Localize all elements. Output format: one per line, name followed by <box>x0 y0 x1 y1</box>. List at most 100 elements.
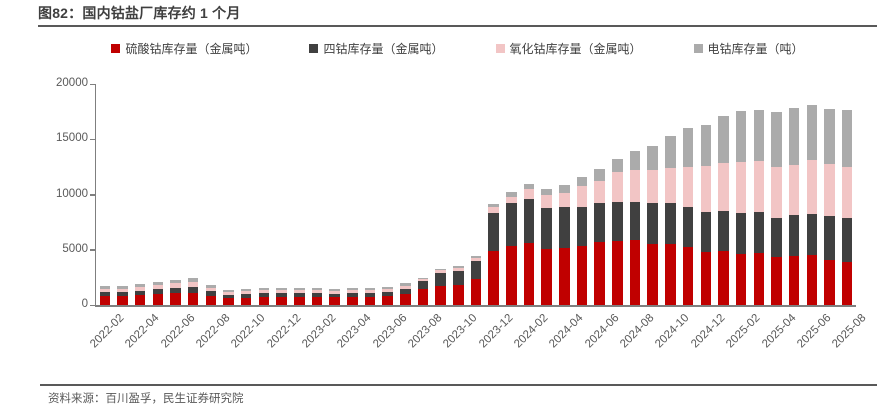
bar-segment-series3 <box>435 268 446 271</box>
bar-segment-series1 <box>134 290 146 296</box>
bar-segment-series0 <box>841 262 853 305</box>
bar-segment-series3 <box>735 111 747 162</box>
bar-segment-series2 <box>400 285 411 289</box>
bar-2022-06 <box>170 280 181 305</box>
bar-segment-series3 <box>700 125 712 166</box>
bar-segment-series1 <box>364 293 376 297</box>
bar-segment-series1 <box>417 281 429 290</box>
bar-segment-series2 <box>258 289 270 293</box>
bar-segment-series3 <box>187 278 199 282</box>
bar-segment-series0 <box>347 296 358 305</box>
x-axis-tick-label: 2022-02 <box>87 312 127 351</box>
bar-2023-12 <box>488 203 499 305</box>
bar-2022-03 <box>117 286 128 305</box>
legend-swatch-sulfate <box>111 44 121 53</box>
x-axis-tick-label: 2022-06 <box>158 312 197 351</box>
bar-2024-10 <box>665 136 676 305</box>
bar-segment-series3 <box>806 104 818 161</box>
legend-item-tetroxide: 四钴库存量（金属吨） <box>309 40 444 57</box>
bar-2025-06 <box>806 104 818 305</box>
bar-segment-series0 <box>788 256 800 305</box>
y-axis-tick-mark <box>90 304 95 306</box>
plot-area <box>95 84 856 307</box>
bar-segment-series3 <box>682 127 694 167</box>
bar-segment-series0 <box>417 289 429 305</box>
bar-segment-series1 <box>771 217 782 258</box>
y-axis-tick-label: 20000 <box>56 77 88 89</box>
bar-segment-series3 <box>311 287 323 290</box>
y-axis-tick-mark <box>90 138 95 141</box>
bar-2025-04 <box>771 111 782 305</box>
bar-segment-series2 <box>700 165 712 213</box>
bar-segment-series2 <box>576 186 588 207</box>
bar-segment-series3 <box>347 288 358 291</box>
bar-segment-series3 <box>488 203 499 208</box>
x-axis-tick-label: 2022-10 <box>229 312 268 351</box>
legend-label-tetroxide: 四钴库存量（金属吨） <box>323 42 444 56</box>
bar-segment-series0 <box>806 255 818 305</box>
bar-segment-series2 <box>311 289 323 294</box>
x-axis-tick-label: 2023-06 <box>370 312 410 351</box>
bar-segment-series0 <box>735 254 747 305</box>
bar-segment-series0 <box>682 247 694 305</box>
bar-segment-series1 <box>400 288 411 294</box>
bar-segment-series2 <box>771 167 782 218</box>
bar-segment-series0 <box>665 244 676 305</box>
y-axis-tick-mark <box>90 249 95 251</box>
bar-segment-series2 <box>117 289 128 293</box>
bar-segment-series0 <box>506 246 517 305</box>
bar-segment-series1 <box>240 294 252 298</box>
bar-segment-series3 <box>718 116 729 164</box>
bar-2024-05 <box>576 176 588 305</box>
bar-segment-series1 <box>700 212 712 253</box>
legend-label-sulfate: 硫酸钴库存量（金属吨） <box>125 42 258 56</box>
bar-segment-series3 <box>240 289 252 292</box>
legend-item-oxide: 氧化钴库存量（金属吨） <box>495 40 642 57</box>
bar-segment-series3 <box>665 136 676 169</box>
y-axis-tick-mark <box>90 194 95 196</box>
bar-segment-series0 <box>205 295 217 305</box>
bar-2024-01 <box>506 191 517 305</box>
bar-segment-series2 <box>506 196 517 204</box>
bar-segment-series2 <box>435 270 446 273</box>
bar-segment-series0 <box>629 240 641 305</box>
bar-segment-series0 <box>771 257 782 305</box>
bar-2024-08 <box>629 151 641 305</box>
bar-segment-series2 <box>347 290 358 294</box>
bar-segment-series1 <box>258 292 270 297</box>
bar-segment-series2 <box>735 161 747 214</box>
bar-segment-series0 <box>400 293 411 305</box>
bar-segment-series2 <box>594 180 605 204</box>
bar-2022-02 <box>99 286 111 305</box>
source-note: 资料来源：百川盈孚，民生证券研究院 <box>48 393 244 405</box>
bar-segment-series3 <box>170 280 181 284</box>
y-axis-tick-label: 10000 <box>56 187 88 200</box>
bar-segment-series1 <box>294 293 305 298</box>
bar-segment-series3 <box>152 281 164 285</box>
bar-segment-series2 <box>682 166 694 207</box>
bar-segment-series0 <box>294 297 305 305</box>
bar-segment-series3 <box>417 277 429 280</box>
x-axis-tick-label: 2022-12 <box>264 312 304 351</box>
bar-segment-series1 <box>223 294 234 298</box>
bar-segment-series3 <box>276 288 287 291</box>
legend-label-oxide: 氧化钴库存量（金属吨） <box>509 42 642 56</box>
bar-segment-series1 <box>541 208 552 250</box>
bar-segment-series2 <box>541 195 552 209</box>
y-axis-tick-label: 15000 <box>56 132 88 145</box>
bar-segment-series2 <box>488 207 499 213</box>
x-axis-tick-label: 2025-02 <box>724 312 763 351</box>
bar-2023-06 <box>382 286 393 305</box>
bar-2022-04 <box>134 284 146 305</box>
bar-segment-series1 <box>788 215 800 257</box>
bar-segment-series0 <box>576 246 588 305</box>
bar-2023-08 <box>417 277 429 305</box>
bar-segment-series3 <box>453 265 464 268</box>
bar-segment-series1 <box>276 293 287 298</box>
bar-segment-series0 <box>382 296 393 305</box>
x-axis-tick-label: 2025-08 <box>830 312 869 351</box>
bar-segment-series3 <box>117 286 128 290</box>
bar-segment-series3 <box>824 108 835 165</box>
bar-segment-series1 <box>629 201 641 241</box>
bar-segment-series2 <box>170 283 181 289</box>
